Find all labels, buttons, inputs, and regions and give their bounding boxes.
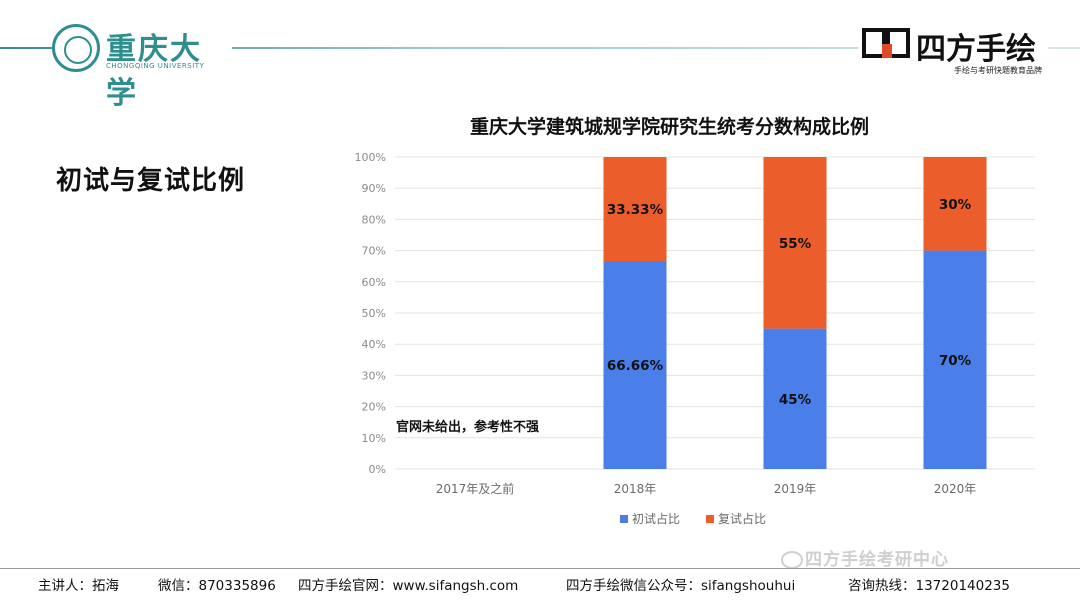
footer-wechat: 微信：870335896 bbox=[158, 578, 276, 594]
y-tick-label: 80% bbox=[362, 213, 386, 226]
bar-segment bbox=[763, 328, 827, 469]
footer-official-account: 四方手绘微信公众号：sifangshouhui bbox=[566, 578, 796, 594]
chart-bars bbox=[603, 157, 987, 469]
x-tick-label: 2020年 bbox=[934, 482, 977, 496]
data-label: 66.66% bbox=[607, 358, 664, 374]
y-tick-label: 100% bbox=[355, 151, 386, 164]
university-seal-icon bbox=[52, 24, 100, 72]
footer: 主讲人：拓海 微信：870335896 四方手绘官网：www.sifangsh.… bbox=[0, 574, 1080, 594]
x-axis-ticks: 2017年及之前 2018年 2019年 2020年 bbox=[436, 481, 977, 496]
legend-swatch bbox=[620, 515, 628, 523]
university-logo: 重庆大学 CHONGQING UNIVERSITY bbox=[52, 22, 232, 111]
wechat-watermark: 四方手绘考研中心 bbox=[781, 545, 949, 570]
y-tick-label: 10% bbox=[362, 432, 386, 445]
y-tick-label: 30% bbox=[362, 369, 386, 382]
footer-divider bbox=[0, 568, 1080, 569]
bar-segment bbox=[603, 261, 667, 469]
watermark-text: 四方手绘考研中心 bbox=[805, 550, 949, 570]
bar-segment bbox=[763, 157, 827, 329]
footer-website: 四方手绘官网：www.sifangsh.com bbox=[298, 578, 519, 594]
x-tick-label: 2018年 bbox=[614, 482, 657, 496]
footer-hotline: 咨询热线：13720140235 bbox=[848, 578, 1010, 594]
header-divider bbox=[0, 47, 1080, 49]
data-label: 55% bbox=[779, 236, 812, 252]
chart-annotation: 官网未给出，参考性不强 bbox=[396, 420, 540, 435]
x-tick-label: 2017年及之前 bbox=[436, 481, 515, 496]
y-tick-label: 50% bbox=[362, 307, 386, 320]
y-tick-label: 70% bbox=[362, 245, 386, 258]
brand-slogan: 手绘与考研快题教育品牌 bbox=[954, 66, 1042, 75]
y-tick-label: 90% bbox=[362, 182, 386, 195]
data-label: 70% bbox=[939, 353, 972, 369]
bar-segment bbox=[923, 250, 987, 469]
chart-legend: 初试占比 复试占比 bbox=[620, 511, 766, 526]
bar-segment bbox=[603, 157, 667, 262]
y-tick-label: 40% bbox=[362, 338, 386, 351]
y-tick-label: 20% bbox=[362, 401, 386, 414]
brand-name: 四方手绘 bbox=[916, 32, 1036, 67]
data-label: 33.33% bbox=[607, 202, 664, 218]
y-tick-label: 0% bbox=[369, 463, 386, 476]
legend-label: 复试占比 bbox=[718, 511, 766, 526]
chart-title: 重庆大学建筑城规学院研究生统考分数构成比例 bbox=[470, 116, 870, 138]
legend-label: 初试占比 bbox=[632, 511, 680, 526]
y-tick-label: 60% bbox=[362, 276, 386, 289]
brand-logo: 四方手绘 手绘与考研快题教育品牌 bbox=[858, 22, 1048, 77]
data-label: 45% bbox=[779, 392, 812, 408]
section-title: 初试与复试比例 bbox=[56, 166, 246, 196]
university-name-en: CHONGQING UNIVERSITY bbox=[106, 62, 205, 70]
y-axis-ticks: 0% 10% 20% 30% 40% 50% 60% 70% 80% 90% 100% bbox=[355, 151, 386, 476]
chart-bar-labels: 66.66% 33.33% 45% 55% 70% 30% bbox=[607, 197, 972, 408]
x-tick-label: 2019年 bbox=[774, 482, 817, 496]
university-name: 重庆大学 bbox=[106, 32, 202, 111]
legend-swatch bbox=[706, 515, 714, 523]
brand-mark-icon bbox=[862, 28, 910, 58]
stacked-bar-chart: 0% 10% 20% 30% 40% 50% 60% 70% 80% 90% 100% 66.66%… bbox=[355, 151, 1035, 526]
wechat-icon bbox=[781, 551, 803, 569]
bar-segment bbox=[923, 157, 987, 251]
data-label: 30% bbox=[939, 197, 972, 213]
footer-speaker: 主讲人：拓海 bbox=[38, 578, 119, 594]
